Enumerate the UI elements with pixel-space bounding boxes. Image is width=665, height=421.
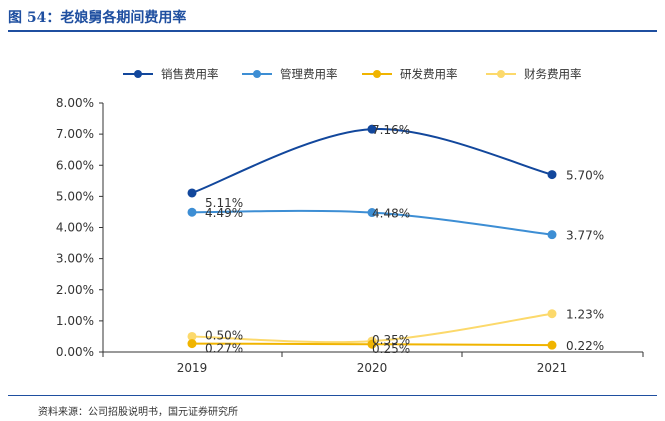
data-point	[187, 339, 197, 349]
data-point	[547, 230, 557, 240]
x-tick-label: 2019	[177, 361, 208, 375]
y-tick-label: 5.00%	[56, 189, 94, 203]
y-tick-label: 8.00%	[56, 96, 94, 110]
legend-label: 研发费用率	[400, 67, 458, 81]
data-label: 5.70%	[566, 169, 604, 183]
data-label: 4.49%	[205, 206, 243, 220]
data-label: 1.23%	[566, 308, 604, 322]
data-point	[367, 339, 377, 349]
y-tick-label: 6.00%	[56, 158, 94, 172]
y-tick-label: 7.00%	[56, 127, 94, 141]
y-tick-label: 4.00%	[56, 221, 94, 235]
chart-axes: 0.00% 1.00% 2.00% 3.00% 4.00% 5.00% 6.00% 7.00%…	[56, 96, 644, 375]
x-tick-label: 2020	[357, 361, 388, 375]
legend-label: 财务费用率	[524, 67, 582, 81]
data-label: 7.16%	[372, 123, 410, 137]
data-point	[547, 340, 557, 350]
chart-title: 图 54：老娘舅各期间费用率	[8, 10, 187, 26]
y-tick-label: 0.00%	[56, 345, 94, 359]
data-point	[547, 309, 557, 319]
data-label: 3.77%	[566, 229, 604, 243]
data-point	[367, 208, 377, 218]
data-point	[187, 207, 197, 217]
data-label: 0.50%	[205, 328, 243, 342]
data-point	[187, 188, 197, 198]
legend-swatch-marker	[134, 70, 142, 78]
y-tick-label: 2.00%	[56, 283, 94, 297]
data-label: 5.11%	[205, 196, 243, 210]
data-label: 0.22%	[566, 339, 604, 353]
title-rule	[8, 30, 657, 32]
y-tick-label: 3.00%	[56, 252, 94, 266]
data-point	[367, 124, 377, 134]
chart-lines	[187, 124, 557, 350]
data-label: 0.27%	[205, 342, 243, 356]
data-label: 4.48%	[372, 207, 410, 221]
series-line-1	[191, 128, 553, 194]
y-tick-label: 1.00%	[56, 314, 94, 328]
x-tick-label: 2021	[537, 361, 568, 375]
data-label: 0.35%	[372, 333, 410, 347]
legend-label: 管理费用率	[280, 67, 338, 81]
data-label: 0.25%	[372, 342, 410, 356]
legend-swatch-marker	[373, 70, 381, 78]
legend-swatch-marker	[497, 70, 505, 78]
chart-data-labels: 5.11% 7.16% 5.70% 4.49% 4.48% 3.77% 0.27% 0.25%…	[205, 123, 604, 356]
data-point	[187, 331, 197, 341]
source-note: 资料来源：公司招股说明书，国元证券研究所	[38, 407, 238, 418]
chart-legend: 销售费用率 管理费用率 研发费用率 财务费用率	[123, 67, 582, 81]
legend-swatch-marker	[253, 70, 261, 78]
footer-rule	[8, 395, 657, 396]
data-point	[547, 170, 557, 180]
legend-label: 销售费用率	[161, 67, 219, 81]
